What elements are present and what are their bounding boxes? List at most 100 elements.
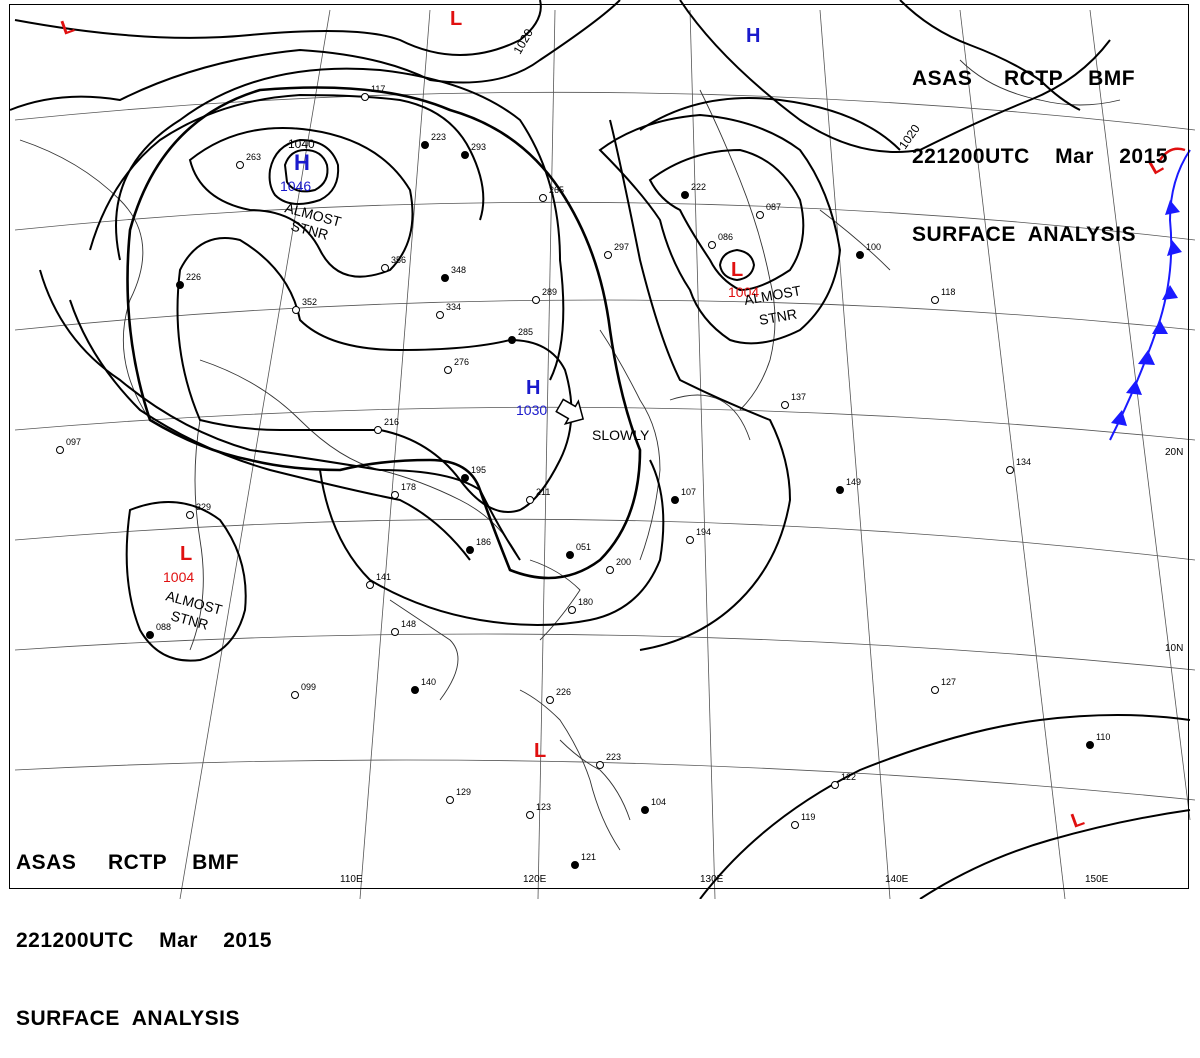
station-pressure: 263 (246, 152, 261, 162)
station-marker (526, 496, 534, 504)
movement-arrow (555, 398, 585, 425)
station-pressure: 186 (476, 537, 491, 547)
station-marker (546, 696, 554, 704)
station-marker (508, 336, 516, 344)
station-pressure: 123 (536, 802, 551, 812)
station-marker (756, 211, 764, 219)
station-marker (931, 296, 939, 304)
station-pressure: 119 (801, 812, 815, 822)
station-marker (781, 401, 789, 409)
station-pressure: 122 (841, 772, 856, 782)
header-line: ASAS RCTP BMF (912, 67, 1136, 90)
lat-label: 20N (1165, 447, 1183, 458)
station-marker (686, 536, 694, 544)
station-marker (681, 191, 689, 199)
station-marker (836, 486, 844, 494)
station-pressure: 200 (616, 557, 631, 567)
high-center-symbol: H (294, 150, 310, 175)
station-pressure: 216 (384, 417, 399, 427)
low-center-symbol: L (450, 8, 462, 30)
station-marker (441, 274, 449, 282)
lon-label: 120E (523, 874, 547, 885)
station-pressure: 087 (766, 202, 781, 212)
station-marker (856, 251, 864, 259)
station-pressure: 141 (376, 572, 391, 582)
high-center-symbol: H (526, 377, 540, 399)
low-center-value: 1004 (728, 284, 759, 300)
station-marker (1006, 466, 1014, 474)
station-pressure: 226 (556, 687, 571, 697)
isobars (9, 0, 1191, 899)
station-marker (236, 161, 244, 169)
station-marker (604, 251, 612, 259)
station-pressure: 223 (606, 752, 621, 762)
lon-label: 130E (700, 874, 724, 885)
station-marker (596, 761, 604, 769)
station-marker (532, 296, 540, 304)
lon-label: 140E (885, 874, 909, 885)
station-pressure: 211 (536, 487, 550, 497)
low-center-symbol: L (731, 259, 743, 281)
high-center-note: SLOWLY (592, 427, 650, 443)
station-pressure: 356 (391, 255, 406, 265)
low-center-note: STNR (758, 306, 798, 328)
station-marker (291, 691, 299, 699)
grid-labels: 110E 120E 130E 140E 150E 20N 10N (340, 447, 1183, 885)
station-pressure: 107 (681, 487, 696, 497)
station-pressure: 137 (791, 392, 806, 402)
coastlines (19, 59, 1121, 851)
station-pressure: 086 (718, 232, 733, 242)
station-pressure: 195 (471, 465, 486, 475)
station-pressure: 329 (196, 502, 211, 512)
station-pressure: 148 (401, 619, 416, 629)
station-pressure: 118 (941, 287, 955, 297)
station-pressure: 099 (301, 682, 316, 692)
station-marker (366, 581, 374, 589)
station-marker (566, 551, 574, 559)
station-pressure: 334 (446, 302, 461, 312)
header-line: SURFACE ANALYSIS (912, 223, 1136, 246)
station-marker (791, 821, 799, 829)
station-pressure: 110 (1096, 732, 1110, 742)
station-plots: 226 099 097 088 141 148 140 129 123 121 119 122 110 1… (56, 84, 1110, 869)
low-center-value: 1004 (163, 569, 194, 585)
station-pressure: 180 (578, 597, 593, 607)
station-pressure: 348 (451, 265, 466, 275)
lon-label: 110E (340, 874, 363, 885)
station-marker (461, 474, 469, 482)
station-pressure: 121 (581, 852, 596, 862)
station-marker (571, 861, 579, 869)
station-marker (1086, 741, 1094, 749)
high-center-value: 1030 (516, 402, 547, 418)
low-center-symbol: L (1068, 808, 1087, 833)
lat-label: 10N (1165, 643, 1183, 654)
station-pressure: 223 (431, 132, 446, 142)
station-pressure: 100 (866, 242, 881, 252)
station-marker (146, 631, 154, 639)
station-marker (461, 151, 469, 159)
station-pressure: 127 (941, 677, 956, 687)
station-pressure: 265 (549, 185, 564, 195)
station-marker (186, 511, 194, 519)
station-marker (606, 566, 614, 574)
lon-label: 150E (1085, 874, 1109, 885)
station-marker (411, 686, 419, 694)
station-marker (361, 93, 369, 101)
station-marker (436, 311, 444, 319)
station-pressure: 178 (401, 482, 416, 492)
header-line: 221200UTC Mar 2015 (912, 145, 1168, 168)
station-pressure: 226 (186, 272, 201, 282)
station-marker (56, 446, 64, 454)
station-pressure: 289 (542, 287, 557, 297)
high-center-value: 1046 (280, 178, 311, 194)
isobar-label: 1020 (510, 26, 536, 56)
station-pressure: 104 (651, 797, 666, 807)
station-pressure: 352 (302, 297, 317, 307)
station-pressure: 140 (421, 677, 436, 687)
low-center-symbol: L (58, 15, 77, 40)
station-pressure: 285 (518, 327, 533, 337)
station-marker (444, 366, 452, 374)
station-pressure: 088 (156, 622, 171, 632)
header-line: SURFACE ANALYSIS (16, 1007, 240, 1030)
station-pressure: 293 (471, 142, 486, 152)
